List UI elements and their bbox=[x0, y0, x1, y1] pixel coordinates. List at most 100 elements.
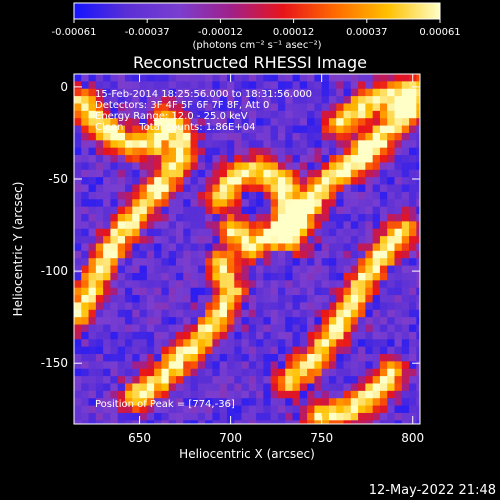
heatmap-cell bbox=[379, 354, 388, 362]
heatmap-cell bbox=[197, 132, 206, 141]
heatmap-cell bbox=[285, 74, 294, 82]
heatmap-cell bbox=[190, 361, 199, 370]
heatmap-cell bbox=[219, 88, 228, 97]
annotation-line: 15-Feb-2014 18:25:56.000 to 18:31:56.000 bbox=[95, 89, 312, 100]
heatmap-cell bbox=[365, 147, 374, 156]
heatmap-cell bbox=[241, 287, 250, 296]
heatmap-cell bbox=[401, 412, 410, 421]
heatmap-cell bbox=[205, 81, 213, 90]
heatmap-cells bbox=[74, 74, 420, 424]
heatmap-cell bbox=[299, 383, 308, 392]
heatmap-cell bbox=[95, 118, 104, 127]
heatmap-cell bbox=[81, 250, 90, 259]
x-tick-label: 650 bbox=[128, 431, 151, 445]
heatmap-cell bbox=[132, 368, 141, 377]
heatmap-cell bbox=[336, 236, 345, 245]
heatmap-cell bbox=[365, 412, 374, 421]
heatmap-cell bbox=[132, 125, 141, 134]
heatmap-cell bbox=[248, 272, 257, 281]
heatmap-cell bbox=[183, 199, 192, 208]
heatmap-cell bbox=[285, 383, 294, 392]
heatmap-cell bbox=[307, 324, 315, 333]
heatmap-cell bbox=[387, 243, 396, 252]
heatmap-cell bbox=[372, 368, 381, 377]
heatmap-cell bbox=[328, 96, 337, 105]
heatmap-cell bbox=[103, 309, 112, 318]
heatmap-cell bbox=[146, 191, 155, 200]
heatmap-cell bbox=[168, 361, 177, 370]
heatmap-cell bbox=[350, 405, 359, 414]
heatmap-cell bbox=[416, 361, 420, 370]
heatmap-cell bbox=[387, 118, 396, 127]
heatmap-cell bbox=[292, 132, 301, 141]
x-tick-label: 700 bbox=[219, 431, 242, 445]
heatmap-cell bbox=[175, 191, 184, 200]
heatmap-cell bbox=[190, 383, 199, 392]
heatmap-cell bbox=[168, 398, 177, 407]
heatmap-cell bbox=[409, 258, 417, 267]
heatmap-cell bbox=[103, 390, 112, 399]
plot-area bbox=[74, 74, 420, 424]
heatmap-cell bbox=[394, 96, 403, 105]
heatmap-cell bbox=[307, 214, 315, 222]
heatmap-cell bbox=[88, 103, 97, 112]
heatmap-cell bbox=[299, 81, 308, 90]
heatmap-cell bbox=[416, 420, 420, 424]
heatmap-cell bbox=[103, 74, 112, 82]
heatmap-cell bbox=[241, 221, 250, 230]
heatmap-cell bbox=[197, 118, 206, 127]
heatmap-cell bbox=[161, 317, 170, 326]
heatmap-cell bbox=[365, 140, 374, 149]
heatmap-cell bbox=[241, 346, 250, 355]
heatmap-cell bbox=[299, 405, 308, 414]
heatmap-cell bbox=[81, 214, 90, 222]
heatmap-cell bbox=[205, 118, 213, 127]
heatmap-cell bbox=[270, 398, 279, 407]
heatmap-cell bbox=[219, 250, 228, 259]
heatmap-cell bbox=[81, 169, 90, 178]
heatmap-cell bbox=[183, 302, 192, 311]
heatmap-cell bbox=[285, 140, 294, 149]
heatmap-cell bbox=[197, 103, 206, 112]
heatmap-cell bbox=[81, 361, 90, 370]
heatmap-cell bbox=[146, 258, 155, 267]
heatmap-cell bbox=[81, 199, 90, 208]
heatmap-cell bbox=[292, 177, 301, 186]
heatmap-cell bbox=[263, 74, 272, 82]
heatmap-cell bbox=[379, 147, 388, 156]
heatmap-cell bbox=[117, 420, 126, 424]
heatmap-cell bbox=[168, 295, 177, 304]
heatmap-cell bbox=[343, 199, 352, 208]
heatmap-cell bbox=[241, 118, 250, 127]
heatmap-cell bbox=[117, 103, 126, 112]
heatmap-cell bbox=[74, 110, 82, 119]
heatmap-cell bbox=[183, 74, 192, 82]
heatmap-cell bbox=[81, 88, 90, 97]
heatmap-cell bbox=[124, 368, 133, 377]
heatmap-cell bbox=[234, 118, 243, 127]
heatmap-cell bbox=[190, 376, 199, 385]
heatmap-cell bbox=[277, 236, 286, 245]
heatmap-cell bbox=[285, 221, 294, 230]
heatmap-cell bbox=[314, 361, 323, 370]
heatmap-cell bbox=[285, 206, 294, 215]
x-axis-label: Heliocentric X (arcsec) bbox=[179, 447, 315, 461]
heatmap-cell bbox=[328, 81, 337, 90]
heatmap-cell bbox=[277, 103, 286, 112]
heatmap-cell bbox=[117, 287, 126, 296]
heatmap-cell bbox=[350, 184, 359, 193]
heatmap-cell bbox=[263, 243, 272, 252]
heatmap-cell bbox=[292, 81, 301, 90]
heatmap-cell bbox=[336, 405, 345, 414]
heatmap-cell bbox=[409, 361, 417, 370]
heatmap-cell bbox=[409, 339, 417, 348]
heatmap-cell bbox=[154, 184, 163, 193]
heatmap-cell bbox=[175, 295, 184, 304]
heatmap-cell bbox=[88, 214, 97, 222]
heatmap-cell bbox=[277, 317, 286, 326]
heatmap-cell bbox=[132, 412, 141, 421]
heatmap-cell bbox=[256, 96, 264, 105]
heatmap-cell bbox=[205, 125, 213, 134]
heatmap-cell bbox=[270, 280, 279, 289]
heatmap-cell bbox=[95, 191, 104, 200]
